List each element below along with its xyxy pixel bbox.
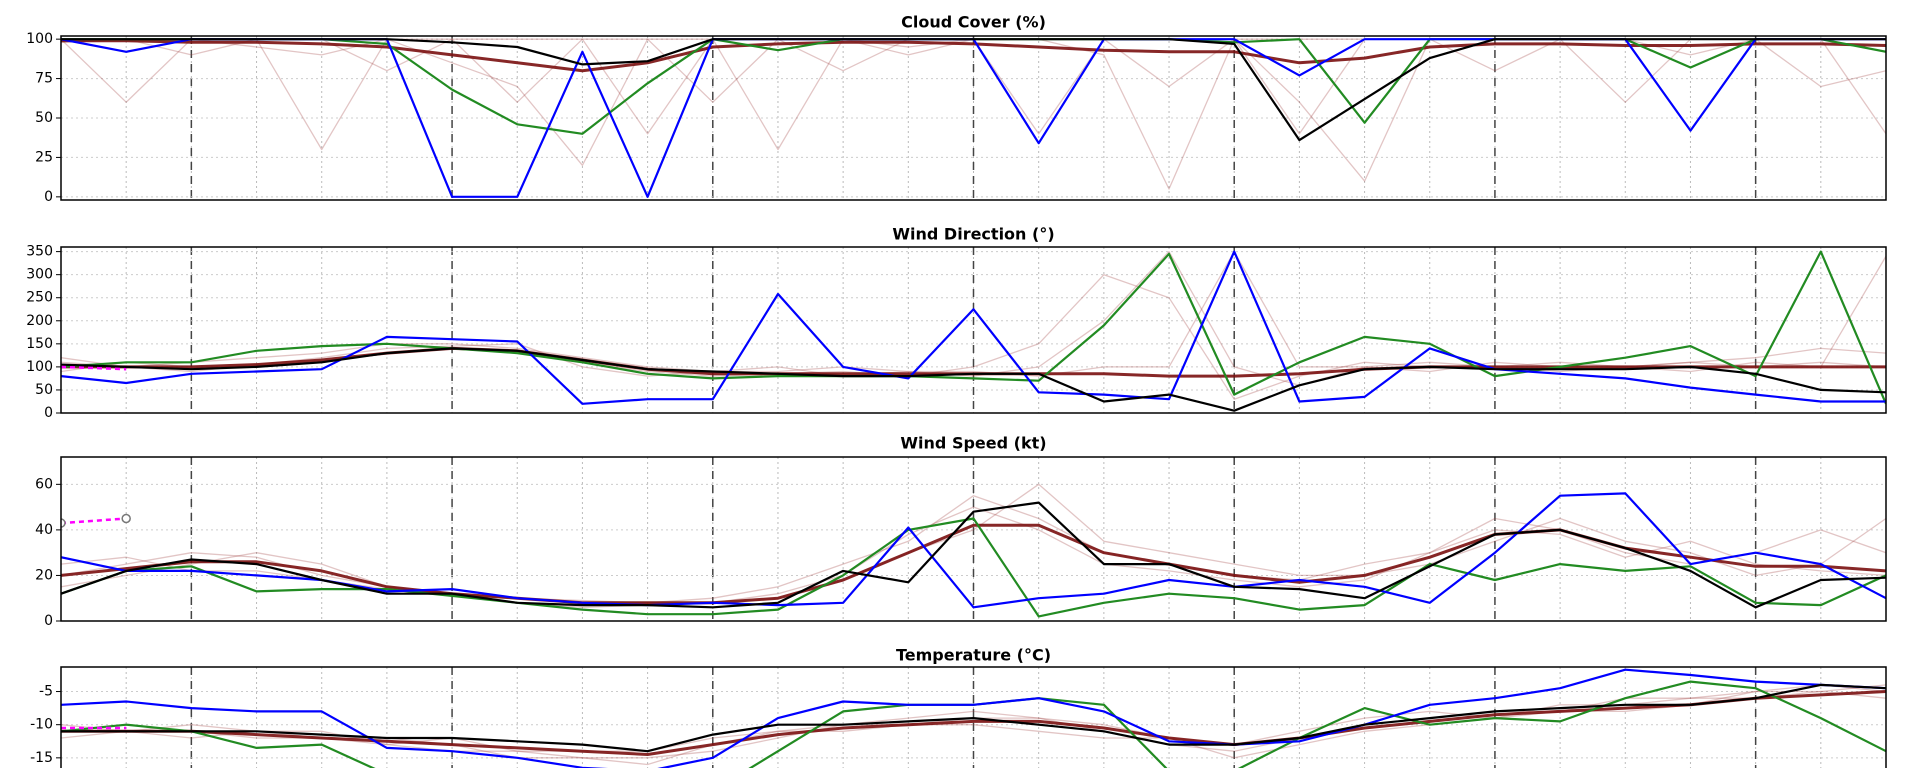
series-line bbox=[61, 517, 127, 525]
y-tick-label: 0 bbox=[44, 405, 53, 421]
chart-title: Cloud Cover (%) bbox=[901, 13, 1046, 32]
series-line bbox=[61, 683, 1886, 753]
y-tick-label: 100 bbox=[26, 31, 53, 47]
y-tick-label: -15 bbox=[30, 750, 53, 766]
point bbox=[121, 513, 131, 524]
y-tick-label: 50 bbox=[35, 110, 53, 126]
series-line bbox=[61, 38, 1886, 142]
plot-lines bbox=[61, 668, 1886, 768]
series-line bbox=[61, 501, 1886, 609]
series-line bbox=[61, 492, 1886, 609]
chart-title: Temperature (°C) bbox=[896, 646, 1051, 665]
series-line bbox=[61, 250, 1886, 405]
plot-frame bbox=[60, 35, 1887, 201]
point bbox=[61, 518, 66, 528]
series-line bbox=[61, 365, 127, 371]
y-tick-label: 25 bbox=[35, 149, 53, 165]
y-tick-label: 100 bbox=[26, 359, 53, 375]
y-tick-label: 0 bbox=[44, 613, 53, 629]
y-tick-label: 200 bbox=[26, 313, 53, 329]
y-tick-label: 20 bbox=[35, 567, 53, 583]
y-tick-label: 60 bbox=[35, 476, 53, 492]
plot-frame bbox=[60, 666, 1887, 768]
y-tick-label: 0 bbox=[44, 189, 53, 205]
chart-title: Wind Direction (°) bbox=[892, 225, 1054, 244]
series-line bbox=[61, 690, 1886, 756]
y-tick-label: 300 bbox=[26, 267, 53, 283]
y-tick-label: 50 bbox=[35, 382, 53, 398]
plot-lines bbox=[61, 250, 1886, 412]
series-line bbox=[61, 39, 1886, 73]
series-line bbox=[61, 347, 1886, 412]
y-tick-label: 40 bbox=[35, 522, 53, 538]
y-tick-label: -10 bbox=[30, 717, 53, 733]
y-tick-label: 250 bbox=[26, 290, 53, 306]
plot-frame bbox=[60, 456, 1887, 622]
plot-lines bbox=[61, 38, 1886, 198]
plot-lines bbox=[61, 483, 1886, 618]
plot-frame bbox=[60, 246, 1887, 414]
series-line bbox=[61, 483, 1886, 608]
series-line bbox=[61, 668, 1886, 768]
chart-title: Wind Speed (kt) bbox=[900, 434, 1046, 453]
y-tick-label: 150 bbox=[26, 336, 53, 352]
series-line bbox=[61, 250, 1886, 405]
y-tick-label: 75 bbox=[35, 71, 53, 87]
y-tick-label: 350 bbox=[26, 244, 53, 260]
series-line bbox=[61, 506, 1886, 604]
y-tick-label: -5 bbox=[39, 684, 53, 700]
